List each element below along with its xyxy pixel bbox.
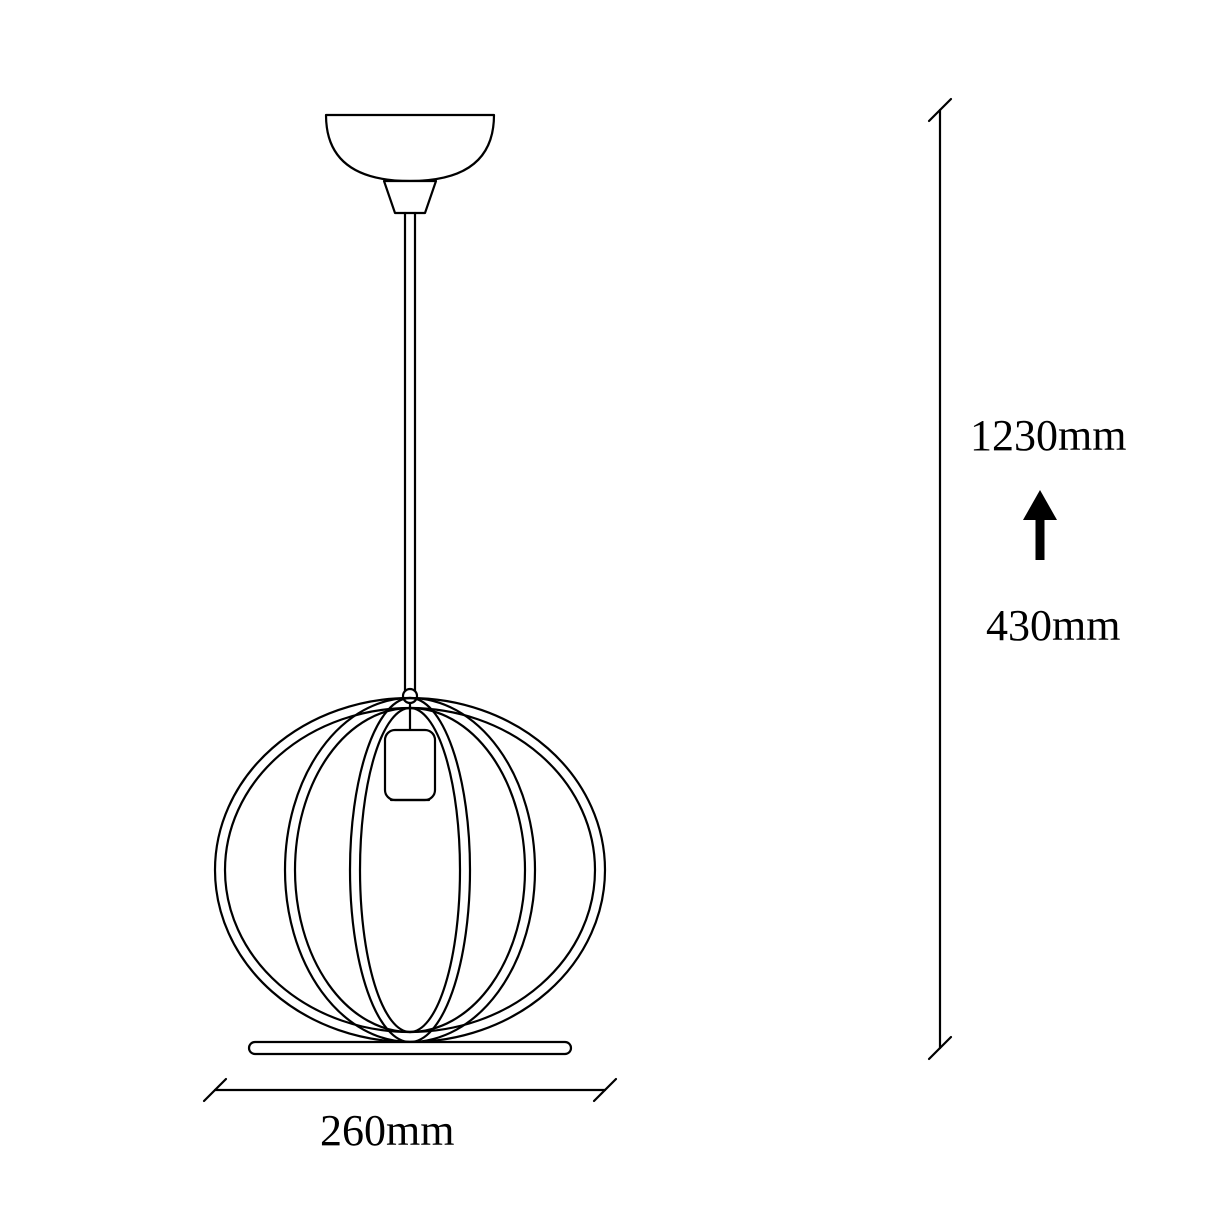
height-min-dimension-label: 430mm [986,600,1120,651]
height-max-dimension-label: 1230mm [970,410,1126,461]
width-dimension-label: 260mm [320,1105,454,1156]
technical-drawing: 260mm 1230mm 430mm [0,0,1214,1214]
